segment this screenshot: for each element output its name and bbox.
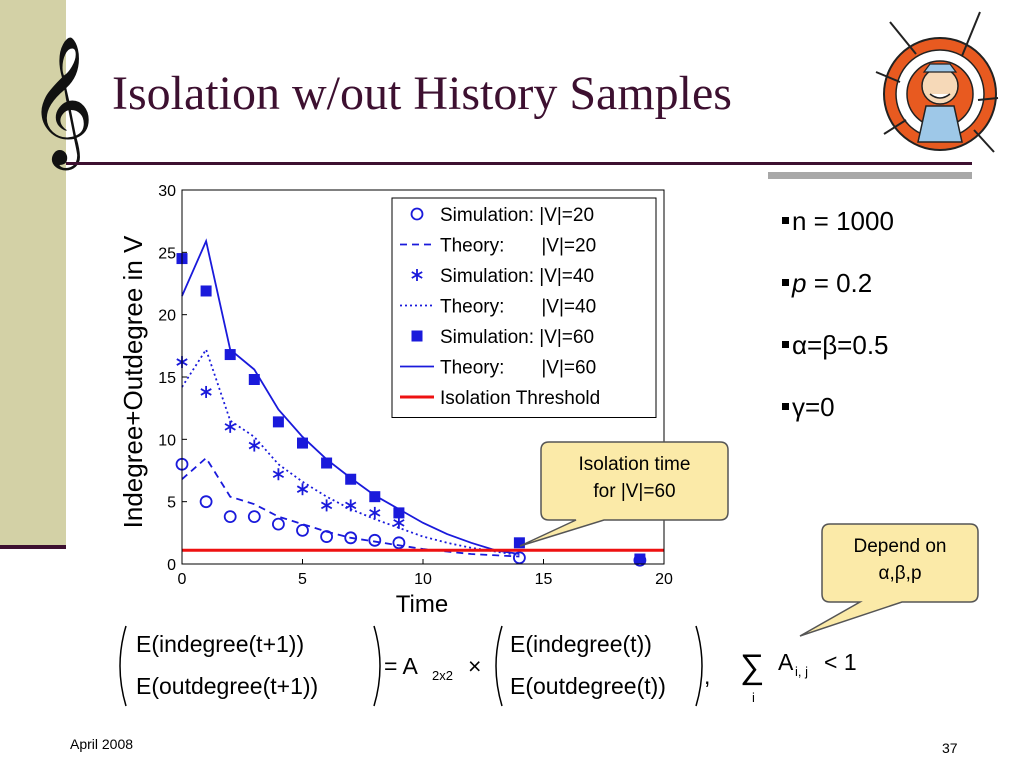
y-tick-label: 20 <box>158 308 176 325</box>
series-4-point <box>224 349 236 361</box>
bullet-alpha-beta: α=β=0.5 <box>782 330 894 392</box>
eq-sum-symbol: ∑ <box>740 648 764 686</box>
series-4-point <box>345 473 357 485</box>
legend-entry: Simulation: |V|=60 <box>440 327 594 348</box>
footer-date: April 2008 <box>70 736 134 752</box>
series-0-point <box>271 517 285 531</box>
sidebar-divider <box>0 545 66 549</box>
series-1-line <box>181 456 520 558</box>
series-4-point <box>200 285 212 297</box>
series-0-point <box>247 510 261 524</box>
series-4-point <box>369 491 381 503</box>
chart-legend <box>391 197 657 418</box>
series-4-point <box>393 507 405 519</box>
series-2-point <box>224 420 236 433</box>
series-5-line <box>181 238 520 555</box>
series-4-point <box>513 537 525 549</box>
x-tick-label: 0 <box>178 571 187 588</box>
eq-sum-term-sub: i, j <box>795 664 808 679</box>
series-4-point <box>634 553 646 565</box>
callout-depend-on: Depend on α,β,p <box>853 536 947 584</box>
page-number: 37 <box>942 740 958 756</box>
title-underline-shadow <box>768 172 972 179</box>
chart-xlabel: Time <box>396 591 448 618</box>
series-4-point <box>248 373 260 385</box>
series-2-point <box>200 385 212 398</box>
bullet-n: n = 1000 <box>782 206 894 268</box>
series-2-point <box>272 468 285 481</box>
legend-entry: Isolation Threshold <box>440 388 600 409</box>
eq-rhs-bottom: E(outdegree(t)) <box>510 673 666 699</box>
y-tick-label: 0 <box>167 557 176 574</box>
legend-entry: Theory: |V|=40 <box>440 297 596 318</box>
series-2-point <box>393 516 405 529</box>
slide-sidebar <box>0 0 66 545</box>
legend-swatch <box>411 330 423 342</box>
legend-swatch <box>411 269 423 281</box>
eq-matrix-sub: 2x2 <box>432 668 453 683</box>
legend-entry: Theory: |V|=20 <box>440 236 596 257</box>
parameter-list: n = 1000 p = 0.2 α=β=0.5 γ=0 <box>782 206 894 454</box>
series-2-point <box>248 439 260 452</box>
eq-lhs-bottom: E(outdegree(t+1)) <box>136 673 318 699</box>
series-0-point <box>223 510 237 524</box>
eq-lhs-top: E(indegree(t+1)) <box>136 631 304 657</box>
series-0-point <box>199 495 213 509</box>
x-tick-label: 5 <box>298 571 307 588</box>
series-3-line <box>181 347 520 557</box>
eq-sum-sub: i <box>752 690 755 705</box>
recurrence-equation: E(indegree(t+1)) E(outdegree(t+1)) = A 2… <box>119 625 857 707</box>
series-0-point <box>392 536 406 550</box>
eq-sum-term: A <box>778 649 794 675</box>
y-tick-label: 30 <box>158 183 176 200</box>
legend-entry: Simulation: |V|=40 <box>440 266 594 287</box>
y-tick-label: 5 <box>167 495 176 512</box>
slide-title: Isolation w/out History Samples <box>112 67 732 120</box>
series-4-point <box>297 437 308 449</box>
eq-equals-matrix: = A <box>384 653 419 679</box>
dartboard-man-icon <box>875 11 999 153</box>
x-tick-label: 10 <box>414 571 432 588</box>
series-4-point <box>272 416 284 428</box>
y-tick-label: 10 <box>158 432 176 449</box>
eq-comma: , <box>704 663 710 689</box>
series-2-point <box>320 499 333 512</box>
legend-entry: Simulation: |V|=20 <box>440 205 594 226</box>
callout-isolation-time: Isolation time for |V|=60 <box>578 454 691 502</box>
series-2-point <box>369 506 381 519</box>
degree-chart: 0 5 10 15 20 0 5 10 15 20 25 30 Indegree+Outdegree … <box>112 172 684 620</box>
y-tick-label: 25 <box>158 245 176 262</box>
bullet-gamma: γ=0 <box>782 392 894 454</box>
eq-rhs-top: E(indegree(t)) <box>510 631 652 657</box>
bullet-p: p = 0.2 <box>782 268 894 330</box>
y-tick-label: 15 <box>158 370 176 387</box>
legend-entry: Theory: |V|=60 <box>440 358 596 379</box>
series-0-point <box>512 551 526 565</box>
series-2-point <box>296 483 309 496</box>
treble-clef-icon: 𝄞 <box>28 35 95 165</box>
series-4-point <box>321 457 333 469</box>
series-0-point <box>296 523 309 537</box>
x-tick-label: 20 <box>655 571 673 588</box>
title-underline <box>66 162 972 165</box>
x-tick-label: 15 <box>535 571 553 588</box>
eq-inequality: < 1 <box>824 649 857 675</box>
legend-swatch <box>410 207 424 221</box>
chart-ylabel: Indegree+Outdegree in V <box>118 235 148 528</box>
series-0-point <box>368 533 382 547</box>
eq-times: × <box>468 653 481 679</box>
